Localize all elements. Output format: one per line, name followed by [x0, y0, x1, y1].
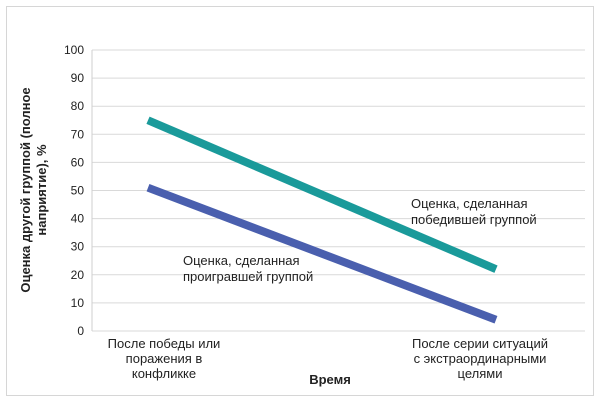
x-category-label: После победы или поражения в конфликке [108, 336, 221, 381]
y-tick-label: 20 [71, 268, 85, 282]
y-tick-label: 40 [71, 212, 85, 226]
y-tick-labels: 0 10 20 30 40 50 60 70 80 90 100 [64, 43, 84, 338]
y-tick-label: 50 [71, 184, 85, 198]
y-tick-label: 0 [77, 324, 84, 338]
y-tick-label: 70 [71, 127, 85, 141]
series-lines [146, 116, 498, 324]
series-annotation-1: Оценка, сделанная победившей группой [411, 196, 537, 227]
y-axis-title: Оценка другой группой (полноенаприятие),… [18, 87, 49, 292]
y-tick-label: 90 [71, 71, 85, 85]
y-tick-label: 10 [71, 296, 85, 310]
y-tick-label: 30 [71, 240, 85, 254]
x-category-label: После серии ситуаций с экстраординарными ц… [412, 336, 548, 381]
y-tick-label: 80 [71, 99, 85, 113]
series-annotations: Оценка, сделанная победившей группой Оценк… [183, 196, 537, 284]
x-axis-title: Время [309, 372, 351, 387]
x-category-labels: После победы или поражения в конфликке Посл… [108, 336, 548, 381]
y-tick-label: 100 [64, 43, 84, 57]
gridlines [91, 49, 585, 332]
y-axis-title-text: Оценка другой группой (полноенаприятие),… [18, 87, 49, 292]
y-tick-label: 60 [71, 155, 85, 169]
series-line-1 [146, 116, 498, 273]
series-line-2 [146, 183, 498, 324]
series-annotation-2: Оценка, сделанная проигравшей группой [183, 253, 313, 284]
